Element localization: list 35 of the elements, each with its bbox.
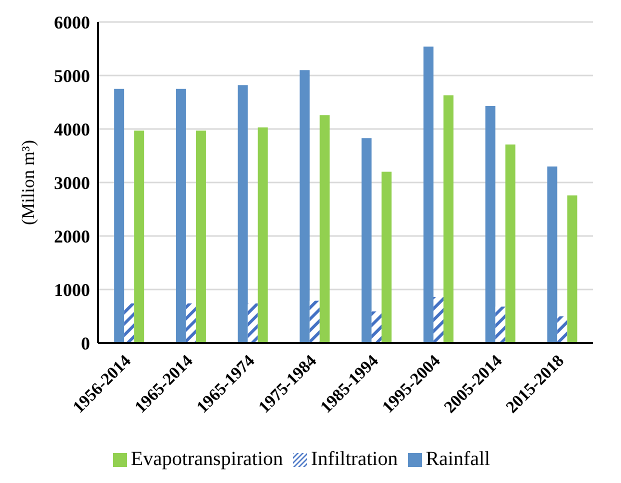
legend-label: Rainfall (426, 448, 490, 470)
bar (124, 303, 134, 343)
bar (248, 303, 258, 343)
bar (382, 172, 392, 343)
bar (362, 138, 372, 343)
y-tick-label: 6000 (54, 12, 90, 32)
bar (258, 127, 268, 343)
bar (557, 316, 568, 343)
bar (505, 144, 516, 343)
y-axis-title: (Milion m³) (18, 140, 38, 225)
bar (567, 195, 578, 343)
bar (320, 115, 330, 343)
bar (186, 303, 196, 343)
legend-label: Evapotranspiration (130, 448, 284, 470)
bar (485, 106, 496, 343)
bar (423, 46, 434, 343)
bar (238, 85, 248, 343)
y-tick-label: 5000 (54, 66, 90, 86)
bar (196, 130, 206, 343)
y-tick-label: 4000 (54, 119, 90, 140)
y-tick-label: 3000 (54, 172, 90, 193)
y-tick-label: 1000 (54, 280, 90, 300)
bar (433, 296, 444, 343)
y-tick-label: 0 (81, 333, 90, 354)
bar (547, 166, 558, 343)
legend-label: Infiltration (311, 448, 398, 470)
y-tick-label: 2000 (54, 226, 90, 246)
bar (134, 130, 144, 343)
bar (310, 300, 320, 343)
bar (176, 88, 186, 343)
bar (495, 306, 506, 343)
bar (372, 311, 382, 343)
bar (443, 95, 454, 343)
bar (114, 88, 124, 343)
bar (300, 70, 310, 343)
